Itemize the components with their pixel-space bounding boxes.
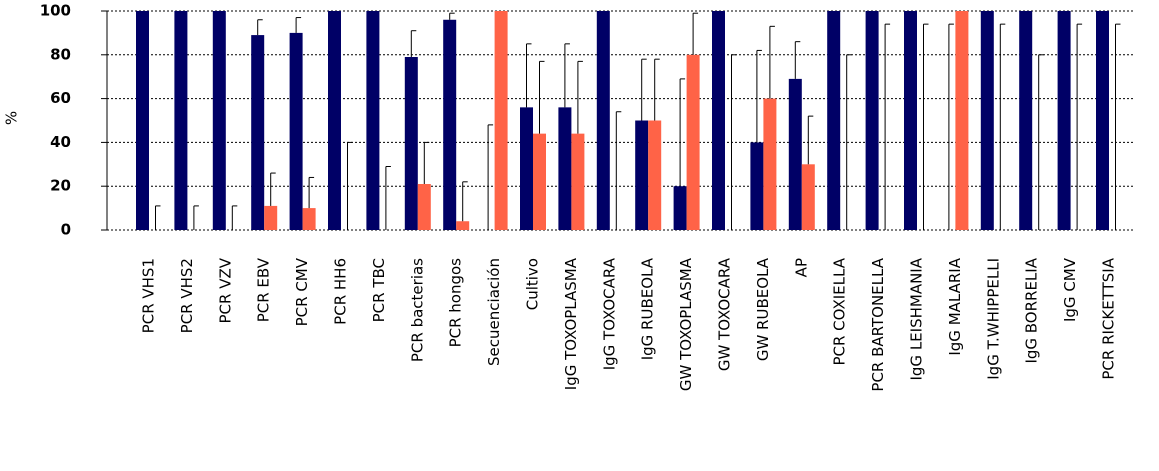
x-tick-label: Secuenciación xyxy=(485,258,503,366)
bar xyxy=(443,19,457,231)
x-tick-label: IgG T.WHIPPELLI xyxy=(984,258,1002,380)
bar xyxy=(404,56,418,230)
bar xyxy=(328,11,341,230)
x-tick-label: IgG CMV xyxy=(1061,257,1079,322)
bar xyxy=(673,186,687,230)
bar xyxy=(302,208,316,230)
y-tick-label: 20 xyxy=(50,177,71,195)
bar xyxy=(251,35,265,231)
y-tick-label: 100 xyxy=(40,2,71,20)
bar xyxy=(904,11,917,230)
x-tick-label: IgG BORRELIA xyxy=(1023,257,1041,363)
bar xyxy=(417,184,431,230)
bar xyxy=(558,107,572,230)
x-tick-label: PCR bacterias xyxy=(408,258,426,362)
x-tick-label: IgG RUBEOLA xyxy=(639,257,657,360)
x-tick-label: GW TOXOPLASMA xyxy=(677,257,695,391)
bar xyxy=(980,11,994,230)
bar xyxy=(712,11,725,230)
x-tick-label: PCR COXIELLA xyxy=(831,257,849,365)
x-tick-label: AP xyxy=(792,258,810,277)
bar xyxy=(827,11,841,230)
bar xyxy=(648,120,662,230)
bar xyxy=(1096,11,1109,230)
x-tick-label: PCR VHS2 xyxy=(178,258,196,333)
bar xyxy=(750,142,764,230)
bar xyxy=(1057,11,1071,230)
bar xyxy=(212,11,226,230)
x-tick-label: PCR hongos xyxy=(447,258,465,348)
x-tick-label: PCR CMV xyxy=(293,257,311,326)
x-tick-label: IgG TOXOPLASMA xyxy=(562,257,580,390)
bar xyxy=(596,11,610,230)
bar xyxy=(788,78,802,230)
bar xyxy=(571,133,585,230)
bar xyxy=(1019,11,1033,230)
y-tick-label: 80 xyxy=(50,45,71,63)
bar xyxy=(494,11,508,230)
bar xyxy=(136,11,149,230)
bar xyxy=(456,221,470,230)
y-tick-label: 40 xyxy=(50,133,71,151)
bar xyxy=(955,11,969,230)
y-tick-label: 0 xyxy=(61,221,71,239)
x-tick-label: PCR HH6 xyxy=(332,258,350,325)
y-axis-label: % xyxy=(3,111,21,125)
bar xyxy=(865,11,879,230)
x-tick-label: IgG LEISHMANIA xyxy=(908,257,926,380)
x-tick-label: IgG TOXOCARA xyxy=(600,257,618,370)
bar xyxy=(289,32,303,231)
x-tick-label: GW RUBEOLA xyxy=(754,257,772,361)
x-tick-label: GW TOXOCARA xyxy=(716,257,734,371)
x-tick-label: Cultivo xyxy=(524,258,542,310)
bar xyxy=(520,107,533,230)
bar xyxy=(635,120,649,230)
bar xyxy=(366,11,380,230)
bar xyxy=(763,98,777,230)
bar xyxy=(533,133,546,230)
bar xyxy=(686,54,700,230)
y-tick-label: 60 xyxy=(50,89,71,107)
bar xyxy=(801,164,815,230)
bar xyxy=(174,11,188,230)
x-tick-label: PCR VHS1 xyxy=(140,258,158,333)
x-tick-label: IgG MALARIA xyxy=(946,257,964,355)
bar xyxy=(264,205,278,230)
x-tick-label: PCR BARTONELLA xyxy=(869,257,887,391)
x-tick-label: PCR RICKETTSIA xyxy=(1100,257,1118,379)
x-tick-label: PCR TBC xyxy=(370,258,388,322)
x-tick-label: PCR EBV xyxy=(255,257,273,322)
x-tick-label: PCR VZV xyxy=(216,257,234,323)
